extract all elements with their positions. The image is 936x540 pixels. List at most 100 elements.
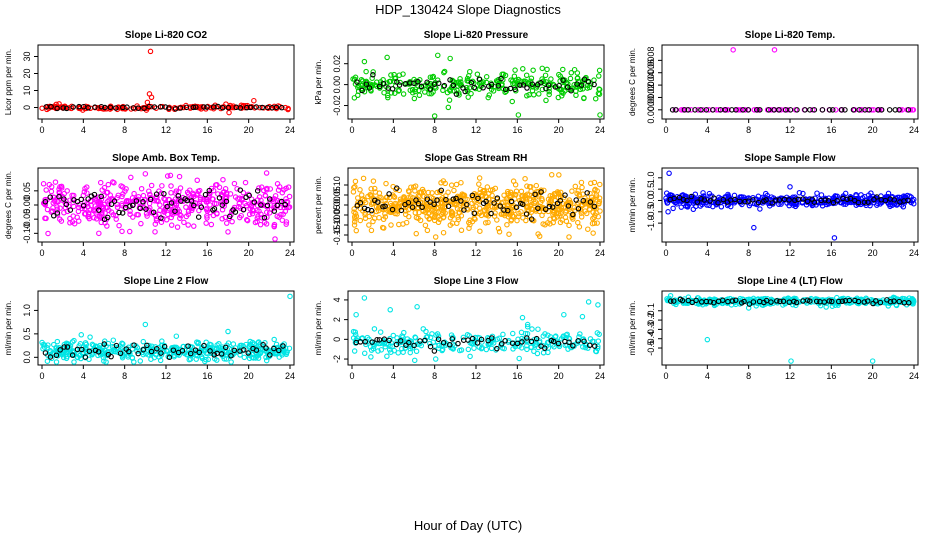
data-point (368, 186, 374, 192)
hourly-point (489, 335, 495, 341)
data-point (220, 189, 226, 196)
data-point (262, 192, 269, 199)
data-point (135, 212, 142, 218)
data-point (113, 216, 119, 222)
data-point (368, 201, 375, 208)
outlier-point (225, 328, 231, 335)
data-point (412, 334, 418, 340)
data-point (439, 347, 445, 354)
hourly-point (719, 297, 726, 304)
data-point (202, 358, 208, 365)
y-tick-label: 0.5 (646, 183, 656, 196)
data-point (197, 196, 204, 203)
data-point (254, 350, 260, 356)
hourly-point (382, 203, 388, 209)
x-tick-label: 24 (285, 371, 295, 381)
hourly-point (164, 203, 170, 210)
data-point (123, 186, 129, 192)
hourly-point (190, 104, 197, 111)
data-point (458, 227, 465, 234)
data-point (366, 213, 373, 220)
data-point (144, 213, 150, 219)
data-point (416, 92, 423, 99)
data-point (391, 78, 398, 85)
data-point (525, 204, 531, 211)
hourly-point (240, 347, 247, 353)
data-point (272, 236, 278, 242)
hourly-point (440, 339, 447, 346)
hourly-point (773, 197, 779, 203)
outlier-point (414, 304, 420, 310)
data-point (82, 185, 88, 192)
panel-title: Slope Gas Stream RH (425, 153, 528, 164)
data-point (700, 107, 706, 113)
data-point (413, 230, 419, 237)
data-point (548, 172, 555, 178)
panel-title: Slope Amb. Box Temp. (112, 153, 220, 164)
outlier-point (515, 112, 522, 118)
data-point (352, 210, 359, 217)
hourly-point (811, 199, 818, 205)
data-point (446, 87, 453, 93)
hourly-point (855, 298, 862, 305)
y-tick-label: 0.0 (22, 351, 32, 364)
data-point (113, 212, 119, 219)
data-point (69, 219, 76, 225)
hourly-point (362, 339, 368, 345)
outlier-point (173, 333, 180, 339)
data-point (174, 224, 181, 230)
hourly-point (556, 82, 562, 89)
data-point (104, 199, 111, 205)
hourly-point (133, 198, 140, 204)
hourly-point (549, 204, 556, 210)
data-point (216, 184, 223, 191)
data-point (77, 341, 84, 347)
data-point (494, 217, 500, 223)
data-point (351, 95, 358, 101)
hourly-point (141, 105, 147, 111)
data-point (450, 341, 456, 348)
hourly-point (263, 345, 269, 351)
data-point (410, 184, 417, 190)
hourly-point (427, 86, 434, 92)
x-tick-label: 4 (391, 248, 396, 258)
data-point (446, 97, 453, 103)
hourly-point (905, 197, 911, 204)
data-point (372, 82, 378, 88)
data-point (219, 216, 225, 222)
hourly-point (524, 335, 530, 341)
data-point (558, 89, 565, 95)
hourly-point (494, 345, 500, 352)
hourly-point (130, 202, 136, 209)
data-point (281, 204, 287, 211)
hourly-point (446, 341, 453, 348)
data-point (434, 331, 441, 337)
data-point (378, 347, 385, 353)
data-point (425, 210, 432, 216)
data-point (388, 72, 394, 78)
data-point (57, 205, 63, 211)
y-tick-label: 0.0004 (646, 71, 656, 99)
data-point (483, 346, 490, 353)
x-tick-label: 20 (554, 371, 564, 381)
data-point (236, 214, 243, 221)
data-point (352, 178, 359, 185)
x-tick-label: 4 (81, 125, 86, 135)
hourly-point (528, 338, 535, 345)
data-point (127, 211, 133, 218)
data-point (355, 88, 362, 95)
data-point (397, 79, 403, 86)
hourly-point (469, 335, 476, 342)
hourly-point (906, 300, 912, 306)
panel-title: Slope Line 3 Flow (434, 276, 519, 287)
hourly-point (891, 197, 897, 203)
data-point (562, 214, 569, 221)
data-point (220, 176, 226, 183)
data-point (390, 332, 397, 339)
hourly-point (394, 185, 400, 191)
hourly-point (807, 107, 813, 113)
data-points (669, 47, 917, 113)
data-point (81, 189, 88, 195)
hourly-point (842, 107, 848, 113)
hourly-point (183, 104, 190, 111)
